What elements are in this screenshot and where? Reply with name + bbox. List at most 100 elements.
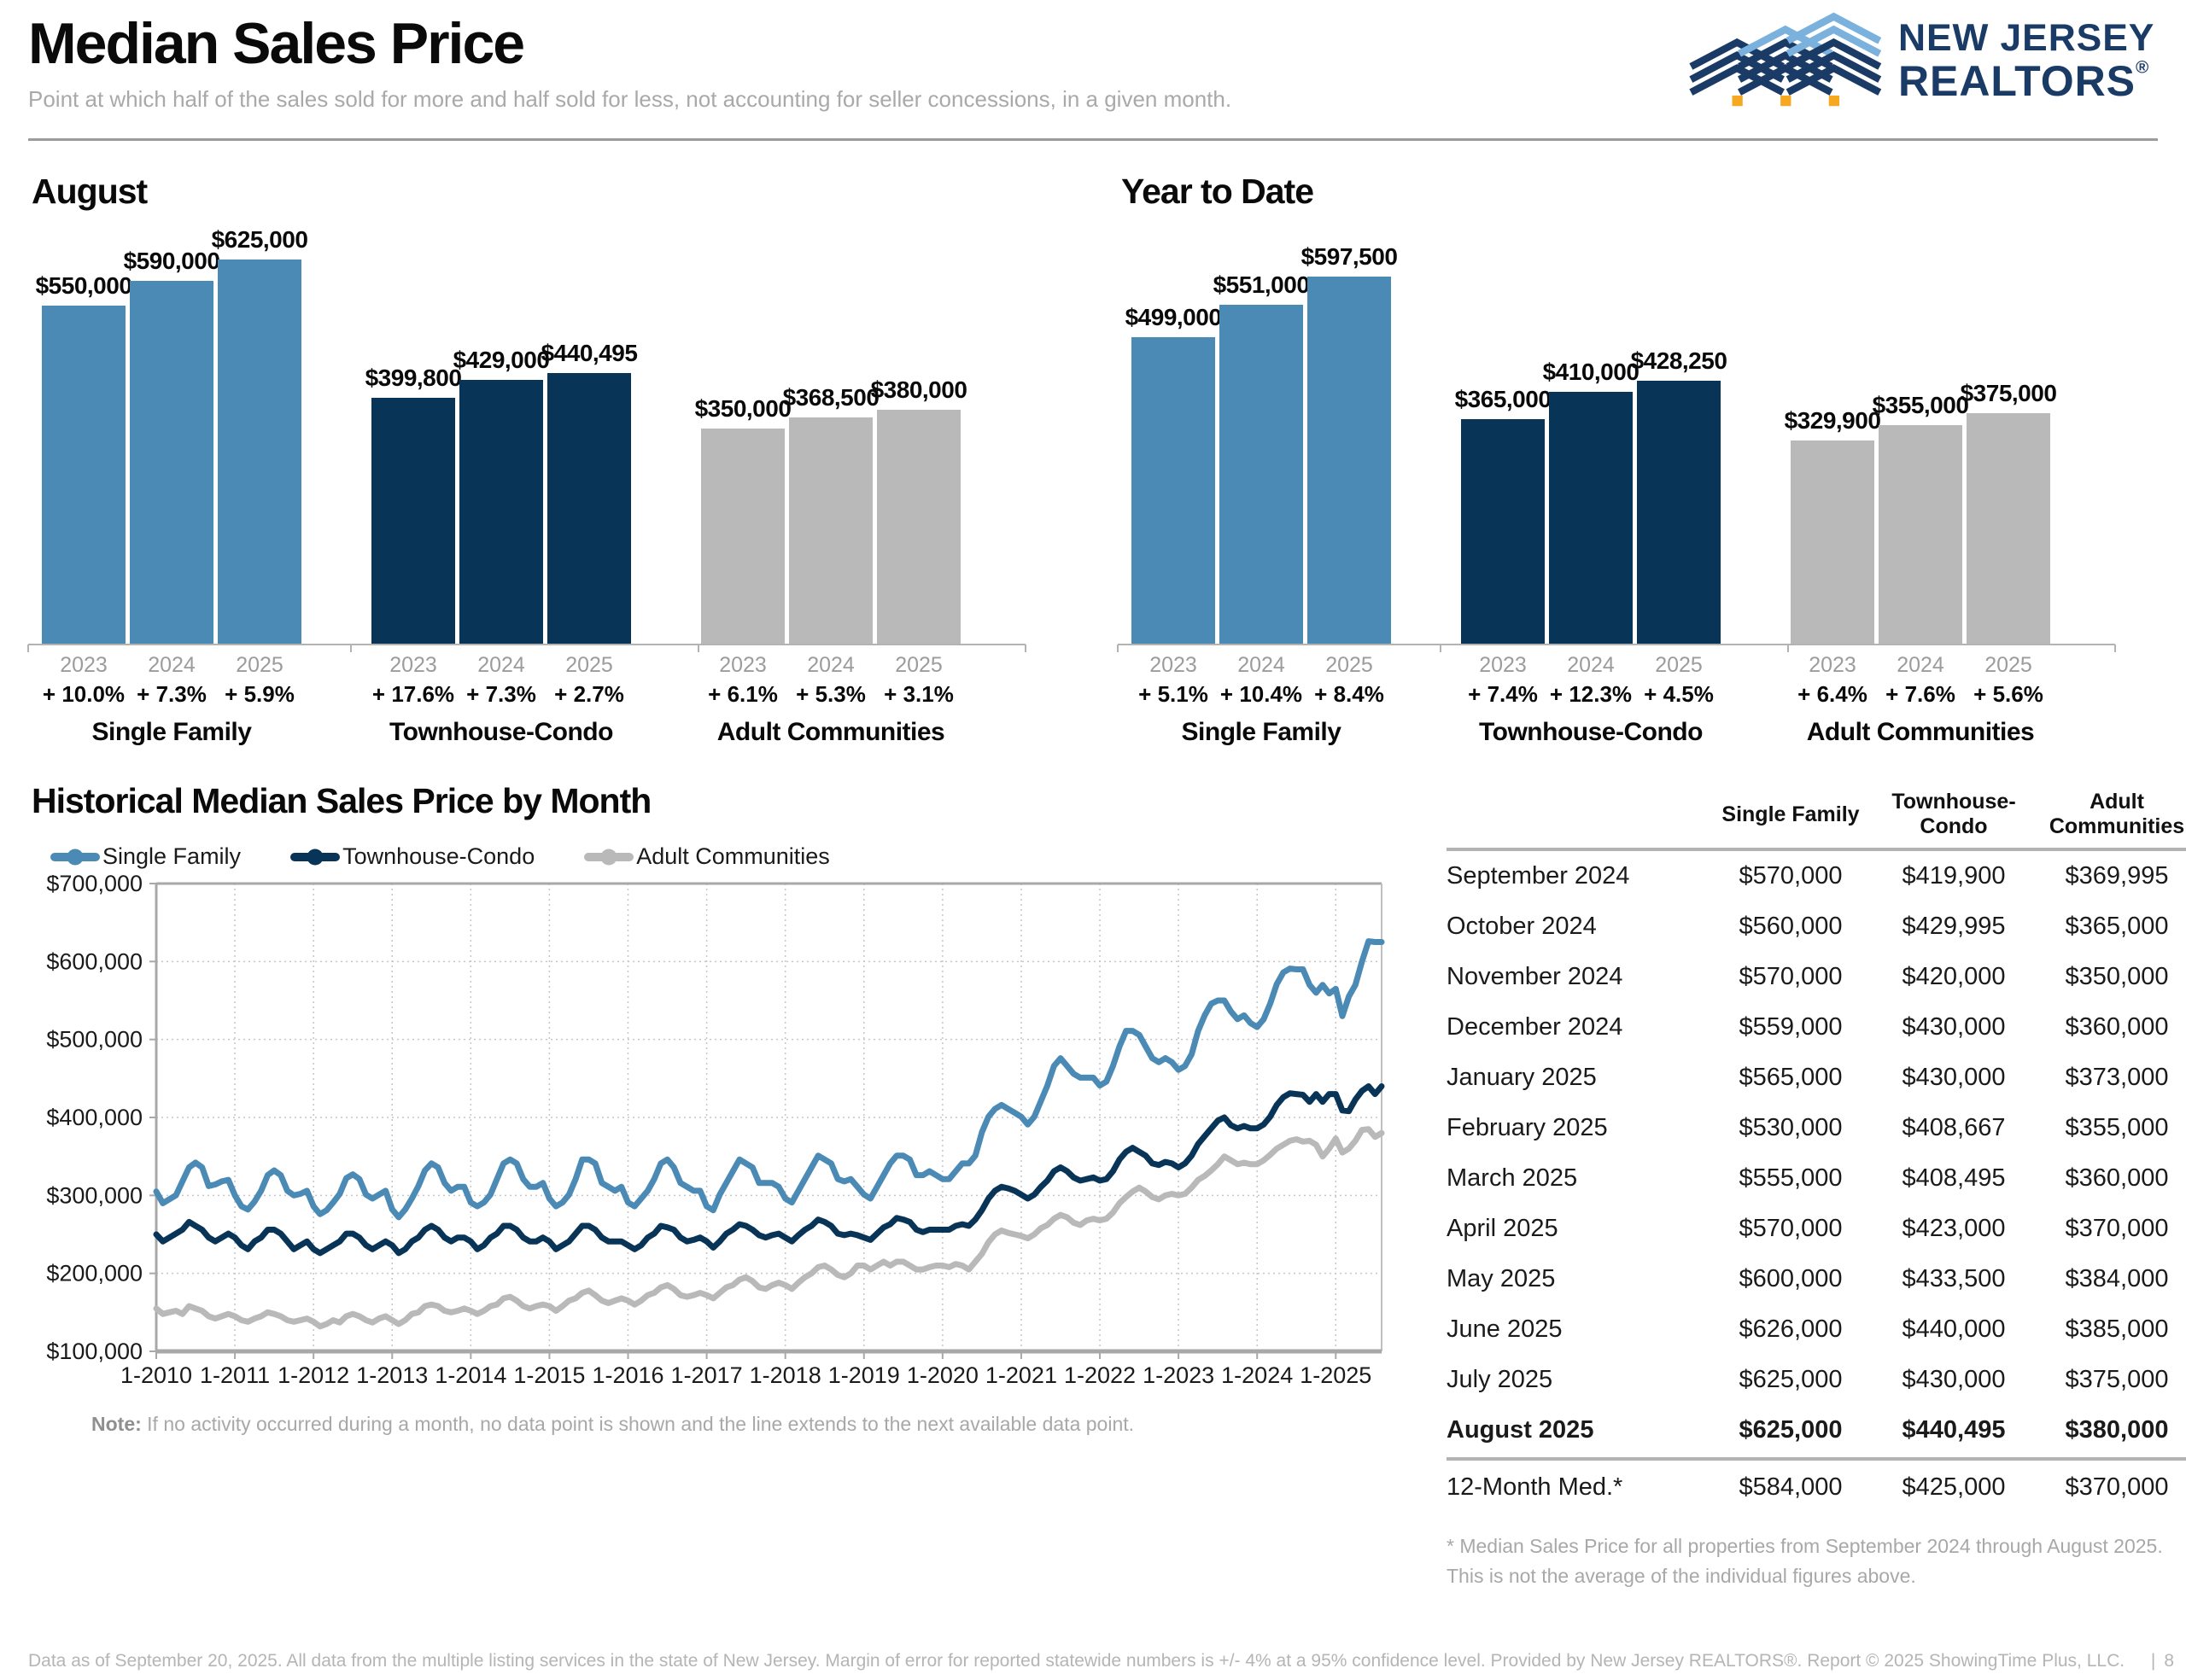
bar-cell: $597,500 <box>1301 243 1398 645</box>
table-value-cell: $370,000 <box>2065 1215 2169 1243</box>
bar-cell: $355,000 <box>1873 392 1969 645</box>
table-month-cell: April 2025 <box>1447 1215 1558 1243</box>
table-value-cell: $373,000 <box>2065 1064 2169 1092</box>
logo-chevrons-icon <box>1689 12 1882 107</box>
report-footer: Data as of September 20, 2025. All data … <box>28 1651 2174 1671</box>
legend-item-single-family: Single Family <box>50 843 241 870</box>
bar-cell: $440,495 <box>541 340 638 645</box>
table-summary-rule <box>1447 1457 2186 1461</box>
table-value-cell: $440,000 <box>1902 1315 2006 1344</box>
bar-value-label: $355,000 <box>1872 392 1969 419</box>
bar-charts-row: August $550,000 $590,000 $625,000 $399,800 $… <box>0 141 2186 747</box>
table-month-cell: June 2025 <box>1447 1315 1563 1344</box>
table-month-cell: January 2025 <box>1447 1064 1597 1092</box>
x-axis-tick-label: 1-2017 <box>671 1362 743 1388</box>
bar-year-label: 2023 <box>1149 653 1197 678</box>
x-axis-tick-label: 1-2019 <box>828 1362 900 1388</box>
bar-year-label: 2025 <box>1984 653 2032 678</box>
single-family-line-marker-icon <box>50 849 100 866</box>
bar <box>218 260 301 645</box>
bar-year-label: 2024 <box>1897 653 1944 678</box>
bar-year-label: 2023 <box>719 653 767 678</box>
x-axis-tick-label: 1-2024 <box>1221 1362 1293 1388</box>
table-header-adult-communities: Adult Communities <box>2049 790 2185 839</box>
bar-year-label: 2025 <box>565 653 613 678</box>
bar-year-label: 2023 <box>389 653 437 678</box>
bar-value-label: $551,000 <box>1213 271 1310 299</box>
footer-text: Data as of September 20, 2025. All data … <box>28 1651 2125 1671</box>
x-axis-tick-label: 1-2010 <box>120 1362 192 1388</box>
table-month-cell: February 2025 <box>1447 1114 1608 1142</box>
bar-cell: $625,000 <box>212 226 308 645</box>
x-axis-tick-label: 1-2011 <box>200 1362 270 1388</box>
axis-tick <box>1786 645 1789 653</box>
bar <box>1219 305 1303 645</box>
table-row: July 2025 $625,000 $430,000 $375,000 <box>1447 1355 2186 1405</box>
bar-value-label: $499,000 <box>1125 304 1222 331</box>
bar-group: $399,800 $429,000 $440,495 <box>365 340 638 645</box>
axis-tick <box>2114 645 2116 653</box>
bar-value-label: $550,000 <box>35 272 132 300</box>
bar-change-label: + 7.4% <box>1468 681 1538 708</box>
x-axis-tick-label: 1-2022 <box>1064 1362 1136 1388</box>
table-value-cell: $350,000 <box>2065 963 2169 991</box>
table-value-cell: $433,500 <box>1902 1265 2006 1293</box>
table-month-cell: July 2025 <box>1447 1366 1553 1394</box>
table-summary-row: 12-Month Med.* $584,000 $425,000 $370,00… <box>1447 1462 2186 1513</box>
bar-change-label: + 5.3% <box>796 681 866 708</box>
bar-value-label: $329,900 <box>1784 407 1881 435</box>
bar-year-label: 2024 <box>1567 653 1615 678</box>
historical-chart-section: Historical Median Sales Price by Month S… <box>28 781 1416 1590</box>
table-header-rule <box>1447 848 2186 852</box>
bar-value-label: $399,800 <box>365 365 462 392</box>
table-value-cell: $423,000 <box>1902 1215 2006 1243</box>
bar-year-label: 2024 <box>477 653 525 678</box>
nj-realtors-logo: NEW JERSEY REALTORS® <box>1689 12 2154 107</box>
x-axis-tick-label: 1-2025 <box>1300 1362 1371 1388</box>
chart-note: Note: If no activity occurred during a m… <box>91 1413 1135 1436</box>
bar-change-label: + 2.7% <box>554 681 624 708</box>
table-value-cell: $570,000 <box>1739 963 1843 991</box>
bar-change-label: + 7.6% <box>1885 681 1955 708</box>
bar <box>371 398 455 645</box>
bar-label-group: 2023 2024 2025 + 10.0% + 7.3% + 5.9% Single Fa… <box>42 645 301 747</box>
table-row: October 2024 $560,000 $429,995 $365,000 <box>1447 901 2186 952</box>
bar-year-label: 2024 <box>1237 653 1285 678</box>
table-header-row: Single Family Townhouse-Condo Adult Comm… <box>1447 790 2186 848</box>
ytd-labels-area: 2023 2024 2025 + 5.1% + 10.4% + 8.4% Single Fa… <box>1118 645 2115 747</box>
august-bars-area: $550,000 $590,000 $625,000 $399,800 $429,000… <box>27 226 1026 653</box>
logo-line1: NEW JERSEY <box>1898 17 2154 59</box>
table-value-cell: $408,667 <box>1902 1114 2006 1142</box>
bar-cell: $499,000 <box>1125 304 1222 645</box>
bar-group-name: Townhouse-Condo <box>1479 718 1703 747</box>
table-row: December 2024 $559,000 $430,000 $360,000 <box>1447 1002 2186 1053</box>
table-row: November 2024 $570,000 $420,000 $350,000 <box>1447 952 2186 1002</box>
bar-value-label: $429,000 <box>453 347 550 374</box>
bar-group-name: Adult Communities <box>716 718 945 747</box>
table-row: September 2024 $570,000 $419,900 $369,995 <box>1447 851 2186 901</box>
adult-communities-line-marker-icon <box>584 849 634 866</box>
bar-change-label: + 3.1% <box>884 681 954 708</box>
table-value-cell: $385,000 <box>2065 1315 2169 1344</box>
bar <box>42 306 126 645</box>
bar-value-label: $350,000 <box>694 395 792 423</box>
bar-group-name: Adult Communities <box>1806 718 2035 747</box>
table-value-cell: $380,000 <box>2065 1416 2169 1444</box>
table-value-cell: $560,000 <box>1739 913 1843 941</box>
table-month-cell: December 2024 <box>1447 1013 1623 1041</box>
table-row: August 2025 $625,000 $440,495 $380,000 <box>1447 1405 2186 1455</box>
bar-cell: $368,500 <box>783 384 880 645</box>
line-series-single-family <box>153 938 1385 1221</box>
x-axis-tick-label: 1-2014 <box>435 1362 506 1388</box>
bar-value-label: $368,500 <box>782 384 880 411</box>
bar-year-label: 2025 <box>895 653 943 678</box>
bar-change-row: + 5.1% + 10.4% + 8.4% <box>1131 678 1391 708</box>
bar-cell: $380,000 <box>871 376 967 645</box>
axis-tick <box>1440 645 1442 653</box>
footer-divider-bar: | <box>2150 1651 2156 1671</box>
bar-value-label: $375,000 <box>1960 380 2057 407</box>
bar-value-label: $597,500 <box>1300 243 1398 271</box>
table-value-cell: $600,000 <box>1739 1265 1843 1293</box>
bar-value-label: $625,000 <box>211 226 308 254</box>
bar-year-row: 2023 2024 2025 <box>1791 645 2050 678</box>
